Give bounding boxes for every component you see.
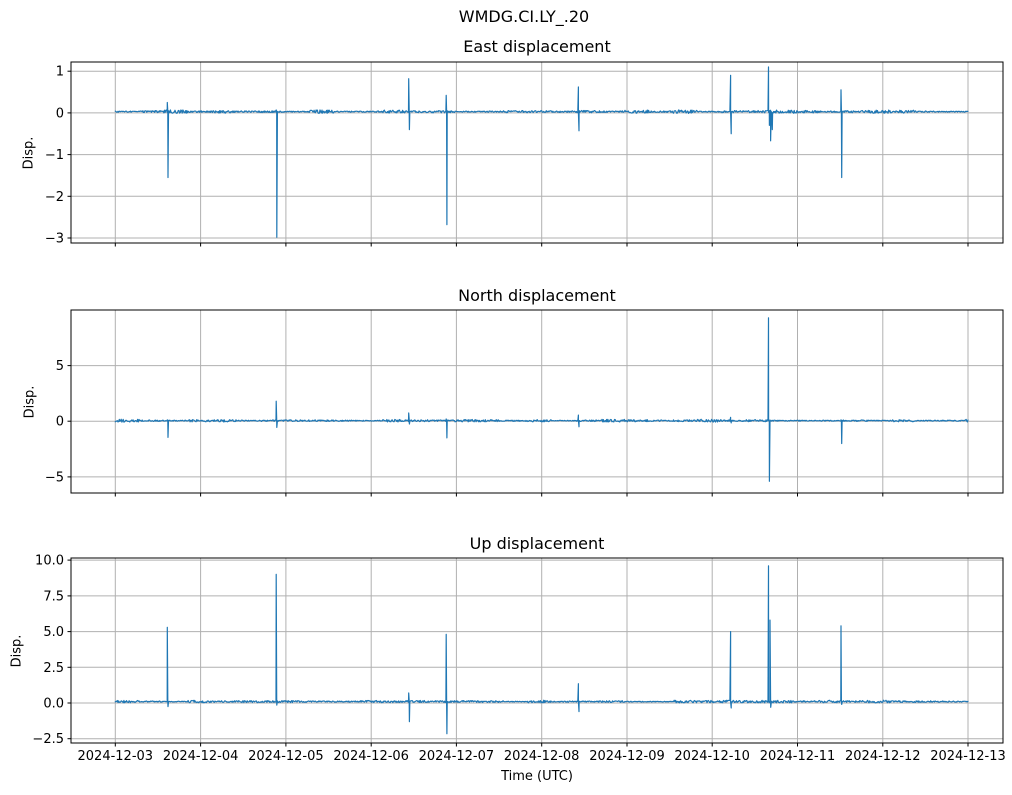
svg-text:2024-12-10: 2024-12-10 — [674, 749, 750, 764]
svg-text:2.5: 2.5 — [43, 661, 64, 676]
subplot-title-east: East displacement — [463, 37, 611, 56]
svg-text:2024-12-05: 2024-12-05 — [248, 749, 324, 764]
svg-text:−1: −1 — [45, 148, 64, 163]
up-ytick-labels: 10.0 7.5 5.0 2.5 0.0 −2.5 — [32, 554, 64, 748]
subplot-title-north: North displacement — [458, 286, 616, 305]
svg-text:7.5: 7.5 — [43, 589, 64, 604]
east-tick-marks — [67, 70, 969, 247]
svg-text:−2.5: −2.5 — [32, 732, 64, 747]
svg-text:2024-12-03: 2024-12-03 — [78, 749, 154, 764]
x-tick-labels: 2024-12-03 2024-12-04 2024-12-05 2024-12-06… — [78, 749, 1006, 764]
up-tick-marks — [67, 559, 969, 747]
x-axis-label: Time (UTC) — [501, 769, 573, 784]
east-ytick-labels: 1 0 −1 −2 −3 — [45, 65, 64, 247]
north-axes-border — [70, 309, 1004, 494]
east-subplot: 1 0 −1 −2 −3 — [45, 61, 1004, 247]
svg-text:0: 0 — [56, 106, 64, 121]
up-gridlines — [71, 558, 1003, 743]
svg-text:0.0: 0.0 — [43, 697, 64, 712]
up-subplot: 10.0 7.5 5.0 2.5 0.0 −2.5 2024-12-03 2024-12-04… — [32, 554, 1005, 764]
svg-text:1: 1 — [56, 65, 64, 80]
svg-text:2024-12-04: 2024-12-04 — [163, 749, 239, 764]
svg-text:2024-12-09: 2024-12-09 — [589, 749, 665, 764]
svg-text:0: 0 — [56, 415, 64, 430]
figure-suptitle: WMDG.CI.LY_.20 — [458, 7, 590, 26]
north-subplot: 5 0 −5 — [45, 309, 1004, 497]
svg-text:2024-12-12: 2024-12-12 — [845, 749, 921, 764]
svg-text:10.0: 10.0 — [35, 554, 64, 569]
subplot-title-up: Up displacement — [469, 534, 605, 553]
svg-text:2024-12-08: 2024-12-08 — [504, 749, 580, 764]
up-series-line — [114, 565, 969, 735]
svg-text:5: 5 — [56, 359, 64, 374]
north-ytick-labels: 5 0 −5 — [45, 359, 64, 485]
east-series-line — [114, 66, 969, 238]
north-tick-marks — [67, 365, 969, 497]
svg-text:−3: −3 — [45, 232, 64, 247]
north-gridlines — [71, 310, 1003, 493]
svg-text:2024-12-13: 2024-12-13 — [930, 749, 1006, 764]
svg-text:−5: −5 — [45, 470, 64, 485]
svg-text:2024-12-06: 2024-12-06 — [333, 749, 409, 764]
up-axes-border — [70, 557, 1004, 744]
north-series-line — [114, 317, 969, 482]
svg-text:2024-12-07: 2024-12-07 — [419, 749, 495, 764]
svg-text:5.0: 5.0 — [43, 625, 64, 640]
svg-text:2024-12-11: 2024-12-11 — [760, 749, 836, 764]
east-axes-border — [70, 61, 1004, 244]
svg-text:−2: −2 — [45, 190, 64, 205]
east-gridlines — [71, 62, 1003, 243]
